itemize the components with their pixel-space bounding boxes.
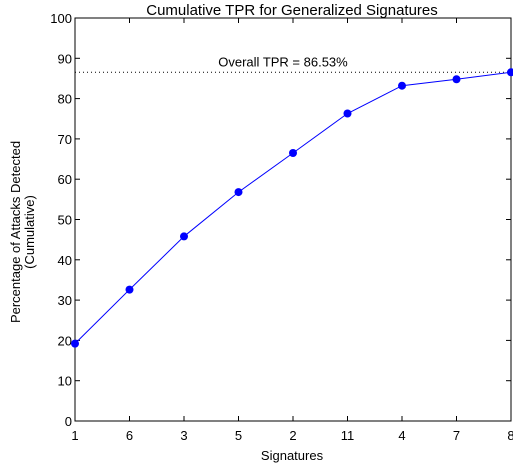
y-tick-label: 50: [58, 213, 72, 228]
chart-title: Cumulative TPR for Generalized Signature…: [146, 2, 438, 19]
x-tick-label: 5: [235, 428, 242, 443]
reference-line-group: Overall TPR = 86.53%: [75, 54, 511, 73]
data-point: [452, 75, 461, 84]
y-axis-ticks: 0 10 20 30 40 50 60 70 80 90 100: [50, 11, 511, 429]
data-point: [71, 339, 79, 348]
y-tick-label: 70: [58, 132, 72, 147]
y-tick-label: 40: [58, 253, 72, 268]
y-tick-label: 90: [58, 51, 72, 66]
x-axis-label: Signatures: [261, 448, 324, 463]
x-tick-label: 8: [507, 428, 513, 443]
x-tick-label: 1: [71, 428, 78, 443]
data-point: [507, 68, 513, 77]
x-tick-label: 11: [341, 428, 355, 443]
y-tick-label: 80: [58, 92, 72, 107]
y-tick-label: 60: [58, 172, 72, 187]
x-tick-label: 4: [398, 428, 405, 443]
x-tick-label: 3: [180, 428, 187, 443]
y-axis-label: Percentage of Attacks Detected (Cumulati…: [8, 141, 37, 323]
y-tick-label: 30: [58, 293, 72, 308]
data-point: [398, 81, 406, 90]
reference-line-label: Overall TPR = 86.53%: [218, 54, 348, 69]
data-point: [180, 232, 188, 241]
y-tick-label: 0: [65, 414, 72, 429]
x-axis-ticks: 1 6 3 5 2 11 4 7 8: [71, 18, 513, 443]
y-tick-label: 10: [58, 374, 72, 389]
y-tick-label: 100: [50, 11, 72, 26]
plot-frame: [74, 17, 512, 422]
x-tick-label: 2: [289, 428, 296, 443]
series-group: [71, 68, 513, 348]
data-point: [234, 188, 243, 197]
data-point: [289, 149, 297, 158]
x-tick-label: 7: [453, 428, 460, 443]
data-point: [343, 109, 352, 118]
y-axis-label-line-2: (Cumulative): [22, 195, 37, 269]
y-axis-label-line-1: Percentage of Attacks Detected: [8, 141, 23, 323]
y-tick-label: 20: [58, 333, 72, 348]
data-point: [125, 285, 134, 294]
x-tick-label: 6: [126, 428, 133, 443]
